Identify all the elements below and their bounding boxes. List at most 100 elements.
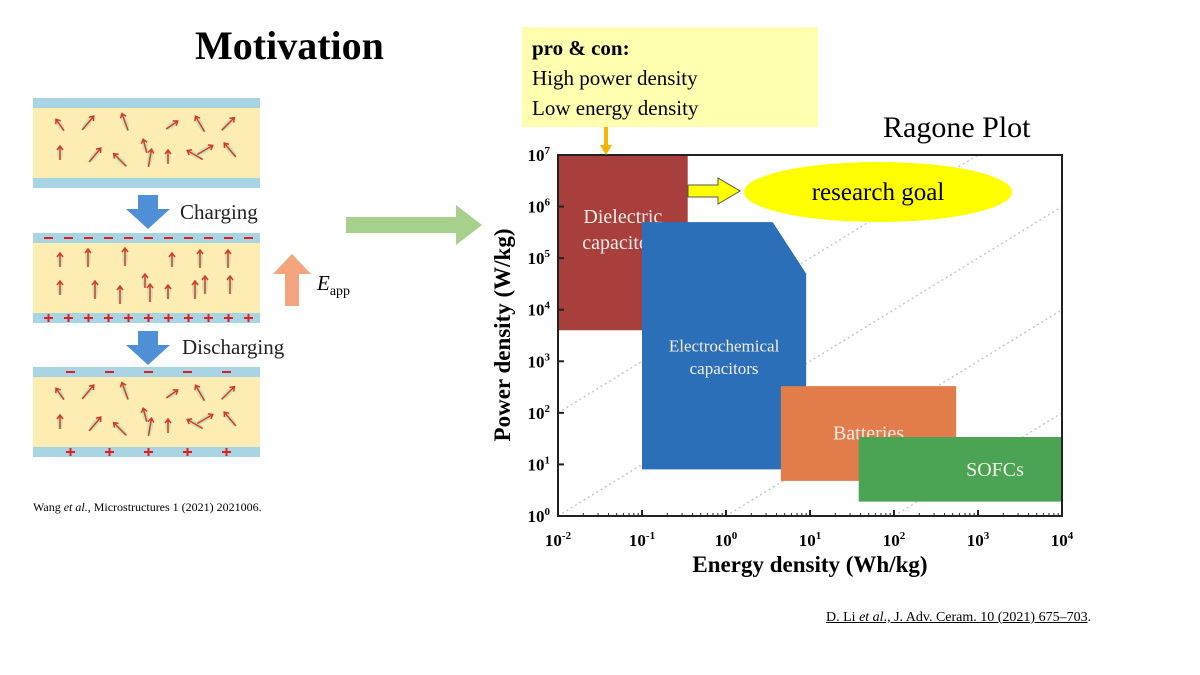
pro-con-heading: pro & con: — [532, 36, 630, 60]
y-tick-label: 107 — [528, 145, 551, 165]
negative-charge-icon — [224, 237, 233, 239]
y-tick-label: 102 — [528, 403, 551, 423]
positive-charge-icon — [164, 314, 173, 322]
dipole-arrow-icon — [194, 115, 206, 133]
dipole-arrow-icon — [140, 407, 149, 422]
y-axis-label: Power density (W/kg) — [490, 229, 515, 442]
negative-charge-icon — [222, 371, 231, 373]
negative-charge-icon — [124, 237, 133, 239]
goal-arrow-icon — [687, 177, 741, 205]
negative-charge-icon — [64, 237, 73, 239]
citation-left: Wang et al., Microstructures 1 (2021) 20… — [33, 500, 262, 514]
dipole-arrow-icon — [223, 411, 237, 427]
dipole-arrow-icon — [226, 274, 234, 294]
x-tick-label: 10-2 — [545, 530, 572, 550]
dipole-arrow-icon — [81, 115, 95, 131]
dipole-arrow-icon — [121, 246, 129, 266]
dipole-arrow-icon — [141, 272, 149, 288]
pro-con-line-1: High power density — [532, 66, 698, 90]
dipole-arrow-icon — [221, 385, 236, 400]
x-tick-label: 101 — [799, 530, 822, 550]
dipole-arrow-icon — [112, 152, 127, 167]
positive-charge-icon — [66, 448, 75, 456]
negative-charge-icon — [84, 237, 93, 239]
dipole-arrow-icon — [186, 149, 204, 161]
negative-charge-icon — [204, 237, 213, 239]
discharging-arrow-icon — [126, 331, 170, 365]
field-label: Eapp — [316, 271, 350, 299]
dipole-arrow-icon — [194, 384, 206, 402]
dipole-arrow-icon — [224, 248, 232, 268]
dipole-arrow-icon — [88, 416, 102, 432]
dipole-arrow-icon — [221, 116, 236, 131]
citation-right: D. Li et al., J. Adv. Ceram. 10 (2021) 6… — [826, 610, 1092, 625]
positive-charge-icon — [104, 314, 113, 322]
dipole-arrow-icon — [223, 142, 237, 158]
dipole-arrow-icon — [196, 144, 214, 156]
charging-label: Charging — [180, 200, 258, 224]
positive-charge-icon — [204, 314, 213, 322]
dipole-arrow-icon — [56, 144, 64, 160]
negative-charge-icon — [66, 371, 75, 373]
dipole-arrow-icon — [119, 112, 130, 131]
x-tick-label: 10-1 — [629, 530, 655, 550]
dipole-arrow-icon — [146, 416, 155, 436]
x-tick-label: 104 — [1051, 530, 1074, 550]
research-goal-ellipse — [744, 162, 1012, 222]
y-tick-label: 105 — [528, 248, 551, 268]
negative-charge-icon — [144, 371, 153, 373]
dipole-arrow-icon — [56, 251, 64, 267]
dipole-arrow-icon — [164, 283, 172, 299]
dipole-arrow-icon — [112, 421, 127, 436]
dipole-arrow-icon — [196, 413, 214, 425]
electrode-bottom — [33, 178, 260, 188]
dipole-arrow-icon — [165, 120, 179, 130]
dipole-arrow-icon — [168, 251, 176, 267]
ragone-plot-heading: Ragone Plot — [883, 111, 1031, 144]
dipole-arrow-icon — [201, 274, 209, 294]
dipole-arrow-icon — [55, 118, 65, 132]
dipole-arrow-icon — [146, 282, 154, 302]
dipole-arrow-icon — [146, 147, 155, 167]
region-sofcs — [858, 437, 1062, 502]
positive-charge-icon — [44, 314, 53, 322]
negative-charge-icon — [183, 371, 192, 373]
dipole-arrow-icon — [164, 417, 172, 433]
positive-charge-icon — [184, 314, 193, 322]
dipole-arrow-icon — [191, 279, 199, 299]
positive-charge-icon — [224, 314, 233, 322]
positive-charge-icon — [105, 448, 114, 456]
charging-arrow-icon — [126, 195, 170, 229]
dipole-arrow-icon — [165, 389, 179, 399]
x-axis-label: Energy density (Wh/kg) — [692, 552, 927, 577]
y-tick-label: 100 — [528, 506, 551, 526]
negative-charge-icon — [105, 371, 114, 373]
pro-con-pointer-arrow-icon — [600, 127, 612, 155]
dipole-arrow-icon — [91, 279, 99, 299]
negative-charge-icon — [164, 237, 173, 239]
negative-charge-icon — [244, 237, 253, 239]
region-label-electrochemical-line2: capacitors — [690, 359, 759, 378]
dipole-arrow-icon — [164, 148, 172, 164]
capacitor-schematic: Charging Discharging Eapp — [33, 98, 350, 457]
region-electrochemical — [642, 222, 807, 470]
negative-charge-icon — [184, 237, 193, 239]
x-tick-label: 102 — [883, 530, 906, 550]
x-tick-label: 100 — [715, 530, 738, 550]
positive-charge-icon — [124, 314, 133, 322]
slide-title: Motivation — [195, 23, 384, 68]
y-tick-label: 101 — [528, 454, 551, 474]
positive-charge-icon — [64, 314, 73, 322]
electrode-top — [33, 98, 260, 108]
field-arrow-icon — [273, 254, 311, 306]
positive-charge-icon — [84, 314, 93, 322]
dipole-arrow-icon — [84, 247, 92, 267]
negative-charge-icon — [104, 237, 113, 239]
discharging-label: Discharging — [182, 335, 285, 359]
dipole-arrow-icon — [56, 413, 64, 429]
right-arrow-icon — [346, 205, 482, 245]
dipole-arrow-icon — [140, 138, 149, 153]
research-goal-label: research goal — [812, 179, 945, 206]
dipole-arrow-icon — [119, 381, 130, 400]
